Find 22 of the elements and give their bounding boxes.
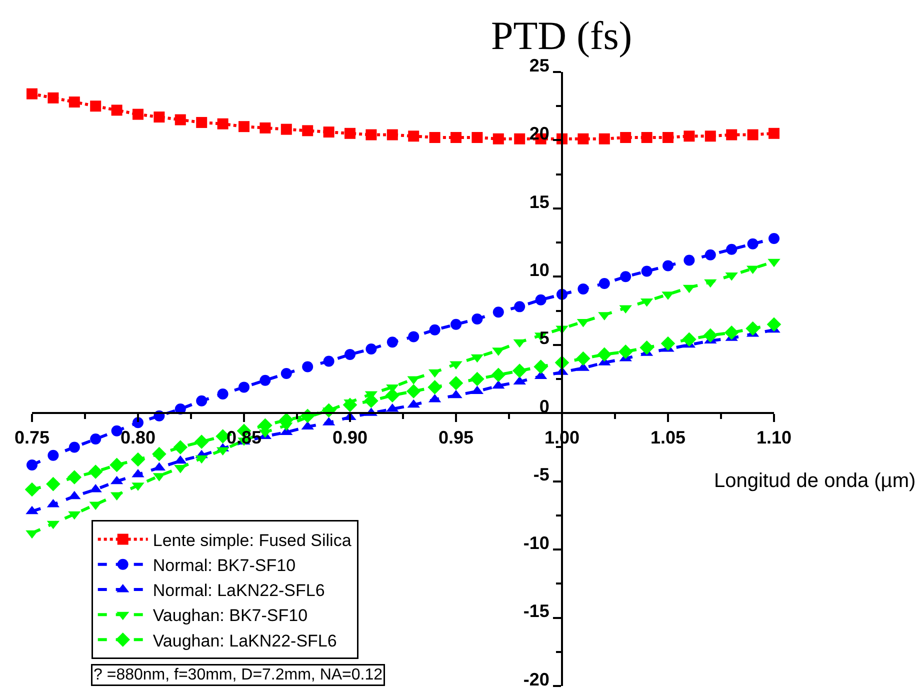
x-tick-label: 0.80	[120, 428, 156, 448]
legend-label: Vaughan: LaKN22-SFL6	[152, 631, 337, 650]
x-tick-label: 0.95	[438, 428, 474, 448]
x-tick-label: 1.10	[756, 428, 792, 448]
legend-label: Vaughan: BK7-SF10	[152, 606, 308, 626]
y-tick-label: 15	[529, 192, 550, 212]
y-tick-label: -15	[523, 601, 550, 622]
x-tick-label: 0.90	[332, 428, 368, 448]
x-tick-label: 0.75	[14, 428, 50, 448]
annotation: ? =880nm, f=30mm, D=7.2mm, NA=0.12	[94, 666, 383, 684]
legend-label: Lente simple: Fused Silica	[152, 530, 352, 550]
y-tick-label: 25	[529, 55, 550, 76]
y-tick-label: -20	[523, 669, 550, 690]
legend-label: Normal: BK7-SF10	[152, 556, 296, 575]
y-tick-label: 10	[529, 260, 550, 280]
chart-title: PTD (fs)	[491, 13, 632, 58]
legend-label: Normal: LaKN22-SFL6	[152, 581, 325, 600]
y-tick-label: -5	[533, 464, 550, 485]
y-tick-label: 0	[539, 396, 550, 416]
x-tick-label: 1.05	[650, 428, 686, 448]
x-axis-title: Longitud de onda (µm)	[714, 470, 916, 492]
y-tick-label: -10	[523, 532, 550, 553]
